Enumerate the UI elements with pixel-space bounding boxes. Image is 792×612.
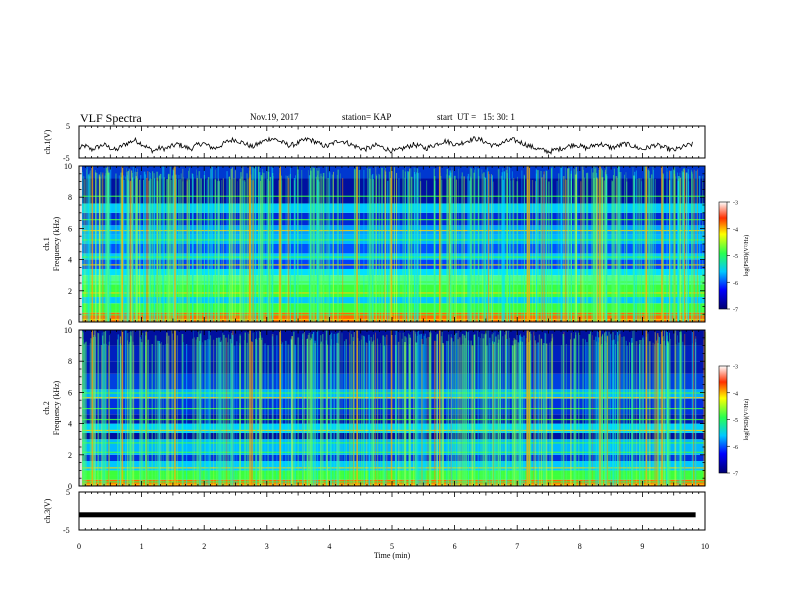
ch3-waveform-ylabel: ch.3(V) xyxy=(43,498,52,523)
ch1-ytick-neg5: -5 xyxy=(63,154,70,163)
ch1-waveform-line xyxy=(78,136,693,155)
colorbar-1-tick--4: -4 xyxy=(733,227,738,233)
colorbar-1-tick--6: -6 xyxy=(733,281,738,287)
x-ticks-2 xyxy=(78,166,706,322)
xtick-8: 8 xyxy=(578,542,582,551)
xtick-1: 1 xyxy=(140,542,144,551)
x-ticks-3 xyxy=(78,330,706,486)
spec1-ytick-6: 6 xyxy=(68,224,72,233)
spec1-ytick-10: 10 xyxy=(64,162,72,171)
station-label: station= KAP xyxy=(342,112,392,122)
xtick-9: 9 xyxy=(640,542,644,551)
ch1-waveform-ylabel: ch.1(V) xyxy=(43,129,52,154)
colorbar-2-tick--7: -7 xyxy=(733,472,738,478)
spectrogram-1-image xyxy=(79,166,705,322)
xtick-5: 5 xyxy=(390,542,394,551)
date-label: Nov.19, 2017 xyxy=(250,112,299,122)
spectrogram-2-image xyxy=(79,330,707,486)
spec2-ytick-2: 2 xyxy=(68,451,72,460)
colorbar-1-tick--7: -7 xyxy=(733,308,738,314)
colorbar-2-tick--3: -3 xyxy=(733,365,738,371)
colorbar-2-tick--5: -5 xyxy=(733,418,738,424)
spec2-ytick-10: 10 xyxy=(64,326,72,335)
spec1-ytick-2: 2 xyxy=(68,287,72,296)
colorbar-2 xyxy=(718,365,728,474)
spec1-ytick-4: 4 xyxy=(68,256,72,265)
ch3-ytick-5: 5 xyxy=(66,488,70,497)
xtick-7: 7 xyxy=(515,542,519,551)
spec2-ylabel-channel: ch.2 xyxy=(42,401,51,415)
x-ticks-1 xyxy=(78,126,706,158)
spec1-ytick-0: 0 xyxy=(68,318,72,327)
chart-title: VLF Spectra xyxy=(80,111,142,125)
spec1-y-ticks xyxy=(79,165,705,323)
colorbar-2-tick--4: -4 xyxy=(733,391,738,397)
colorbar-2-tick--6: -6 xyxy=(733,445,738,451)
spec2-ytick-8: 8 xyxy=(68,357,72,366)
xtick-6: 6 xyxy=(453,542,457,551)
xtick-4: 4 xyxy=(327,542,331,551)
xtick-10: 10 xyxy=(701,542,709,551)
ch3-waveform-line xyxy=(79,512,696,518)
start-time-label: start UT = 15: 30: 1 xyxy=(437,112,515,122)
spec2-y-ticks xyxy=(79,329,705,487)
colorbar-1-tick--5: -5 xyxy=(733,254,738,260)
x-axis-label: Time (min) xyxy=(374,551,411,560)
xtick-3: 3 xyxy=(265,542,269,551)
spec1-ylabel-channel: ch.1 xyxy=(42,237,51,251)
spec2-ytick-6: 6 xyxy=(68,388,72,397)
xtick-2: 2 xyxy=(202,542,206,551)
xtick-0: 0 xyxy=(77,542,81,551)
ch3-ytick-neg5: -5 xyxy=(63,526,70,535)
colorbar-1-tick--3: -3 xyxy=(733,201,738,207)
spec1-ytick-8: 8 xyxy=(68,193,72,202)
spec2-ytick-0: 0 xyxy=(68,482,72,491)
axes-frame-4 xyxy=(78,491,706,531)
colorbar-2-label: log(PSD)(V²/Hz) xyxy=(743,399,750,440)
spec1-ylabel-frequency: Frequency (kHz) xyxy=(52,216,61,271)
spec2-ytick-4: 4 xyxy=(68,420,72,429)
colorbar-1-label: log(PSD)(V²/Hz) xyxy=(743,235,750,276)
x-ticks-4 xyxy=(78,492,706,530)
spec2-ylabel-frequency: Frequency (kHz) xyxy=(52,380,61,435)
colorbar-1 xyxy=(718,201,728,310)
ch1-ytick-5: 5 xyxy=(66,122,70,131)
